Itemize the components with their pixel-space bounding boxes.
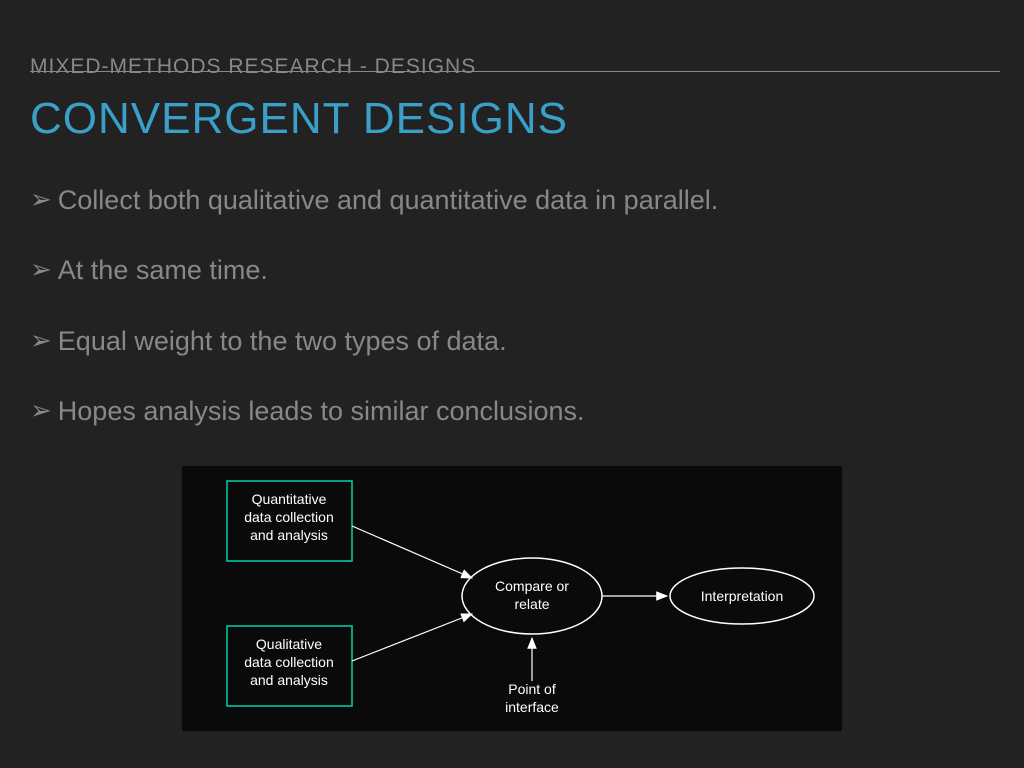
bullet-item: ➢ At the same time. [30,254,994,286]
node-qual-line1: Qualitative [256,636,322,652]
node-compare-line1: Compare or [495,578,569,594]
slide-title: CONVERGENT DESIGNS [30,94,994,144]
bullet-text: At the same time. [58,254,268,286]
flowchart-diagram: Quantitative data collection and analysi… [182,466,842,731]
bullet-text: Hopes analysis leads to similar conclusi… [58,395,585,427]
bullet-marker-icon: ➢ [30,184,52,215]
bullet-item: ➢ Collect both qualitative and quantitat… [30,184,994,216]
node-qual-line3: and analysis [250,672,328,688]
bullet-marker-icon: ➢ [30,254,52,285]
node-interp-line1: Interpretation [701,588,784,604]
node-qual-line2: data collection [244,654,334,670]
arrow-qual-compare [352,614,472,661]
annotation-line2: interface [505,699,559,715]
bullet-item: ➢ Equal weight to the two types of data. [30,325,994,357]
bullet-list: ➢ Collect both qualitative and quantitat… [0,144,1024,428]
node-quant-line3: and analysis [250,527,328,543]
bullet-marker-icon: ➢ [30,395,52,426]
bullet-item: ➢ Hopes analysis leads to similar conclu… [30,395,994,427]
breadcrumb: MIXED-METHODS RESEARCH - DESIGNS [30,55,994,81]
annotation-line1: Point of [508,681,556,697]
node-quant-line1: Quantitative [252,491,327,507]
bullet-text: Collect both qualitative and quantitativ… [58,184,718,216]
header-section: MIXED-METHODS RESEARCH - DESIGNS CONVERG… [0,0,1024,144]
bullet-marker-icon: ➢ [30,325,52,356]
arrow-quant-compare [352,526,472,578]
flowchart-svg: Quantitative data collection and analysi… [182,466,842,731]
node-compare-line2: relate [514,596,549,612]
slide-container: MIXED-METHODS RESEARCH - DESIGNS CONVERG… [0,0,1024,768]
node-quant-line2: data collection [244,509,334,525]
bullet-text: Equal weight to the two types of data. [58,325,507,357]
